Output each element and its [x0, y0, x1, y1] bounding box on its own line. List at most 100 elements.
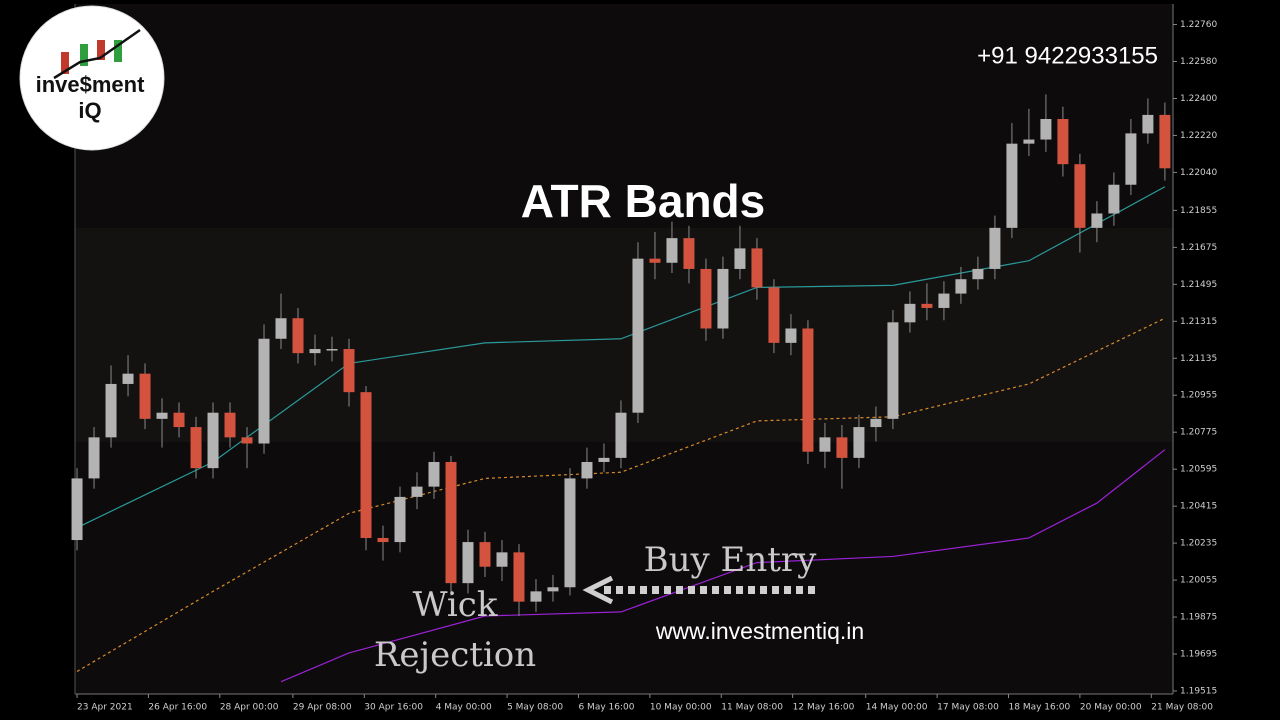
candle-body: [1023, 139, 1035, 144]
candle-body: [700, 268, 712, 329]
x-tick-label: 6 May 16:00: [578, 703, 634, 713]
buy-entry-label: Buy Entry: [644, 540, 818, 580]
candle-body: [496, 552, 508, 567]
website: www.investmentiq.in: [655, 618, 864, 644]
y-tick-label: 1.19695: [1180, 650, 1217, 660]
candle-body: [649, 258, 661, 263]
candle-body: [309, 349, 321, 354]
candle-body: [139, 373, 151, 419]
candle-body: [819, 437, 831, 452]
marks: [71, 94, 1171, 683]
candle-body: [1108, 184, 1120, 214]
candle-body: [1040, 119, 1052, 140]
candle-body: [377, 537, 389, 543]
candle-body: [1091, 213, 1103, 228]
candle-body: [1057, 119, 1069, 165]
candle-body: [462, 542, 474, 584]
candle-body: [921, 303, 933, 308]
y-tick-label: 1.21135: [1180, 354, 1217, 364]
candle-body: [938, 293, 950, 308]
candle-body: [751, 248, 763, 288]
x-tick-label: 18 May 16:00: [1009, 703, 1071, 713]
x-tick-label: 4 May 00:00: [436, 703, 492, 713]
x-tick-label: 12 May 16:00: [793, 703, 855, 713]
candle-body: [71, 478, 83, 541]
candle-body: [853, 427, 865, 458]
candle-body: [547, 587, 559, 592]
candle-body: [615, 412, 627, 458]
candle-body: [632, 258, 644, 413]
candle-body: [1159, 114, 1171, 169]
phone: +91 9422933155: [977, 42, 1158, 69]
candle-body: [275, 318, 287, 339]
logo: inve$ment iQ: [19, 5, 165, 151]
candle-body: [479, 542, 491, 567]
x-tick-label: 28 Apr 00:00: [220, 703, 279, 713]
y-tick-label: 1.21495: [1180, 280, 1217, 290]
candle-body: [530, 591, 542, 602]
candle-body: [207, 412, 219, 469]
candle-body: [1142, 114, 1154, 134]
x-tick-label: 23 Apr 2021: [77, 703, 133, 713]
x-tick-label: 20 May 00:00: [1080, 703, 1142, 713]
y-tick-label: 1.20415: [1180, 502, 1217, 512]
candle-body: [972, 268, 984, 280]
candle-body: [190, 427, 202, 469]
candle-body: [887, 322, 899, 419]
x-tick-label: 26 Apr 16:00: [148, 703, 207, 713]
candle-body: [666, 238, 678, 263]
x-tick-label: 17 May 08:00: [937, 703, 999, 713]
candle-body: [343, 349, 355, 393]
candle-body: [122, 373, 134, 384]
candle-body: [564, 478, 576, 588]
candle-body: [326, 349, 338, 351]
x-tick-label: 14 May 00:00: [866, 703, 928, 713]
candle-body: [683, 238, 695, 269]
candle-body: [258, 338, 270, 444]
y-tick-label: 1.20055: [1180, 576, 1217, 586]
indicator-line: [280, 449, 1166, 683]
candle-body: [224, 412, 236, 438]
candle-body: [105, 383, 117, 438]
x-tick-label: 21 May 08:00: [1151, 703, 1213, 713]
candle-body: [394, 496, 406, 543]
x-tick-label: 29 Apr 08:00: [293, 703, 352, 713]
x-tick-label: 11 May 08:00: [721, 703, 783, 713]
candle-body: [292, 318, 304, 354]
y-tick-label: 1.21675: [1180, 243, 1217, 253]
candle-body: [173, 412, 185, 428]
candle-body: [156, 412, 168, 419]
ticks: 1.22760 1.22580 1.22400 1.22220 1.22040 1.218…: [76, 20, 1217, 713]
candle-body: [802, 328, 814, 452]
candle-body: [88, 437, 100, 479]
candle-body: [445, 461, 457, 584]
y-tick-label: 1.21855: [1180, 206, 1217, 216]
y-tick-label: 1.22220: [1180, 131, 1217, 141]
candle-body: [581, 461, 593, 479]
candle-body: [1006, 143, 1018, 228]
candle-body: [955, 279, 967, 294]
candle-body: [360, 392, 372, 538]
y-tick-label: 1.20595: [1180, 465, 1217, 475]
x-tick-label: 30 Apr 16:00: [364, 703, 423, 713]
candle-body: [734, 248, 746, 269]
indicator-line: [76, 186, 1166, 529]
candle-body: [989, 227, 1001, 269]
candle-body: [904, 303, 916, 323]
buy-arrow: [582, 575, 815, 605]
candle-body: [411, 486, 423, 497]
candle-body: [1125, 133, 1137, 185]
y-tick-label: 1.20235: [1180, 539, 1217, 549]
candle-body: [598, 457, 610, 462]
candle-body: [717, 268, 729, 329]
candle-body: [241, 437, 253, 444]
rejection-label: Rejection: [374, 635, 536, 675]
highlight-band: [75, 228, 1173, 442]
candle-body: [1074, 164, 1086, 228]
candle-body: [513, 552, 525, 602]
y-tick-label: 1.21315: [1180, 317, 1217, 327]
wick-label: Wick: [413, 585, 498, 625]
y-tick-label: 1.19515: [1180, 686, 1217, 696]
y-tick-label: 1.19875: [1180, 613, 1217, 623]
x-tick-label: 5 May 08:00: [507, 703, 563, 713]
